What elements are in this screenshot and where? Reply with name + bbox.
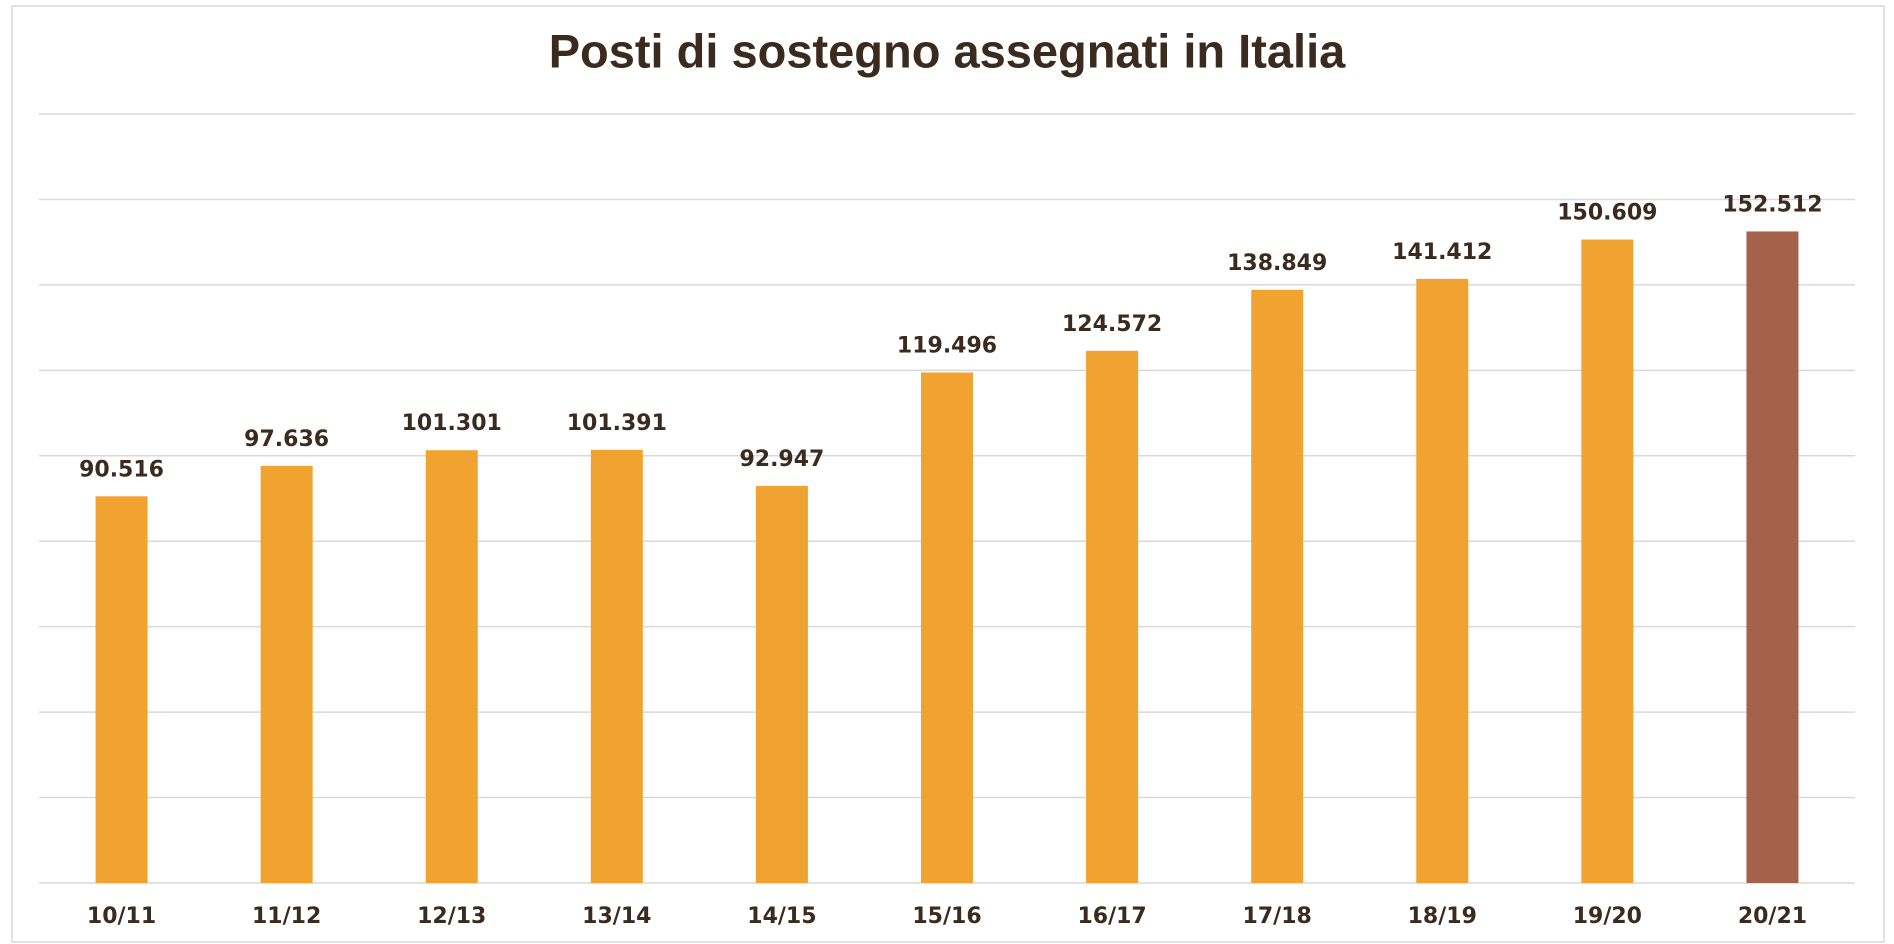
data-label: 150.609 — [1557, 201, 1657, 226]
data-label: 124.572 — [1062, 312, 1162, 337]
data-label: 152.512 — [1722, 192, 1822, 217]
bar — [95, 496, 148, 883]
x-tick-label: 15/16 — [912, 904, 981, 929]
x-tick-label: 19/20 — [1573, 904, 1642, 929]
x-tick-label: 10/11 — [87, 904, 156, 929]
bar — [1251, 289, 1304, 883]
data-label: 90.516 — [79, 457, 164, 482]
x-tick-label: 13/14 — [582, 904, 651, 929]
x-tick-label: 14/15 — [747, 904, 816, 929]
bar — [1416, 278, 1469, 883]
bar — [260, 465, 313, 883]
x-tick-label: 20/21 — [1738, 904, 1807, 929]
data-label: 92.947 — [739, 447, 824, 472]
bar — [1086, 350, 1139, 883]
data-label: 101.301 — [402, 411, 502, 436]
data-label: 119.496 — [897, 333, 997, 358]
x-tick-label: 16/17 — [1077, 904, 1146, 929]
bar — [590, 449, 643, 883]
x-tick-label: 17/18 — [1243, 904, 1312, 929]
bar — [1581, 239, 1634, 883]
x-tick-label: 11/12 — [252, 904, 321, 929]
bar — [1746, 231, 1799, 884]
data-label: 141.412 — [1392, 240, 1492, 265]
bar — [425, 450, 478, 883]
x-tick-label: 18/19 — [1408, 904, 1477, 929]
bar — [921, 372, 973, 883]
data-label: 138.849 — [1227, 251, 1327, 276]
bar — [755, 485, 808, 883]
data-label: 97.636 — [244, 427, 329, 452]
data-label: 101.391 — [567, 411, 667, 436]
chart-title: Posti di sostegno assegnati in Italia — [549, 24, 1346, 77]
x-tick-label: 12/13 — [417, 904, 486, 929]
